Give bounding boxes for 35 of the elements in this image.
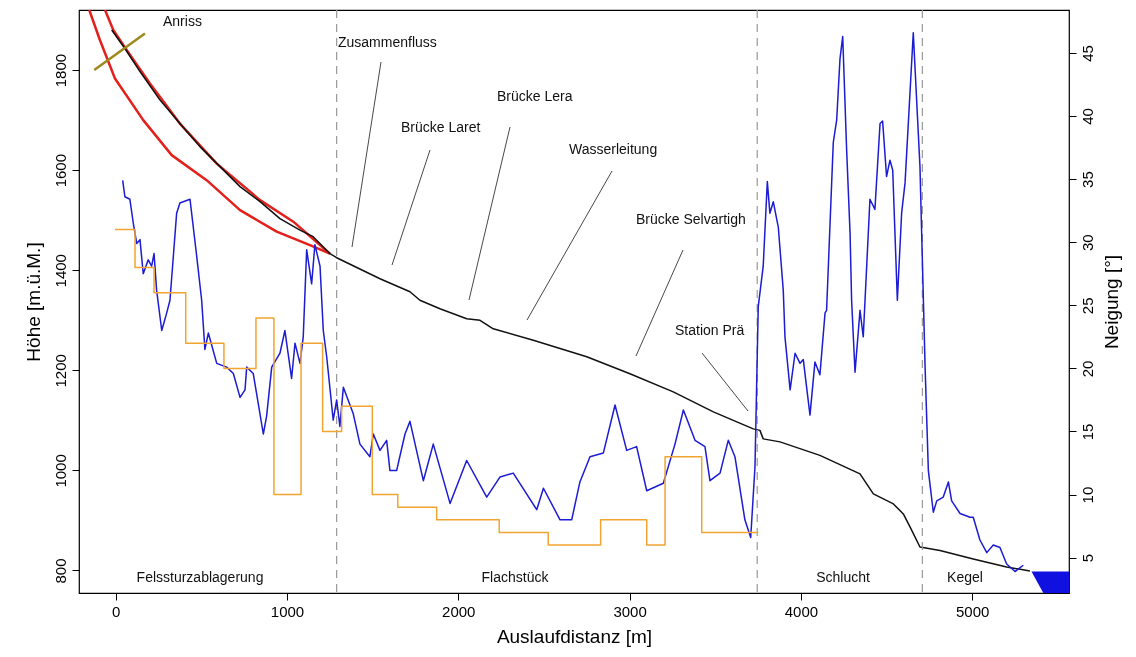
y-tick-label: 1600: [51, 153, 69, 188]
annotation: Wasserleitung: [569, 141, 658, 157]
y2-tick-label: 40: [1078, 108, 1096, 125]
annotation: Brücke Lera: [497, 88, 573, 104]
annotation: Brücke Laret: [401, 119, 481, 135]
annotation: Zusammenfluss: [338, 34, 437, 50]
annotation: Felssturzablagerung: [136, 569, 264, 585]
annotation: Schlucht: [816, 569, 870, 585]
y2-tick-label: 35: [1078, 171, 1096, 188]
y-tick-label: 800: [51, 558, 69, 584]
x-tick-label: 5000: [956, 602, 990, 620]
y2-tick-label: 5: [1078, 553, 1096, 563]
annotation: Brücke Selvartigh: [636, 211, 746, 227]
x-tick-label: 4000: [784, 602, 819, 620]
y-tick-label: 1000: [51, 454, 69, 488]
annotation: Kegel: [947, 569, 983, 585]
y-tick-label: 1200: [51, 354, 69, 388]
y2-tick-label: 10: [1078, 486, 1096, 504]
x-tick-label: 0: [111, 602, 121, 620]
y-axis-title: Höhe [m.ü.M.]: [22, 242, 44, 362]
y2-tick-label: 45: [1078, 45, 1096, 62]
y2-tick-label: 20: [1078, 360, 1096, 378]
y2-tick-label: 30: [1078, 234, 1096, 252]
y2-tick-label: 15: [1078, 423, 1096, 441]
x-tick-label: 3000: [613, 602, 647, 620]
annotation: Station Prä: [675, 322, 745, 338]
y-tick-label: 1400: [51, 254, 69, 288]
x-axis-title: Auslaufdistanz [m]: [496, 625, 653, 647]
x-tick-label: 2000: [442, 602, 476, 620]
y2-axis-title: Neigung [°]: [1100, 254, 1122, 350]
annotation: Anriss: [163, 13, 202, 29]
y2-tick-label: 25: [1078, 297, 1096, 315]
y-tick-label: 1800: [51, 53, 69, 88]
x-tick-label: 1000: [270, 602, 305, 620]
annotation: Flachstück: [481, 569, 550, 585]
